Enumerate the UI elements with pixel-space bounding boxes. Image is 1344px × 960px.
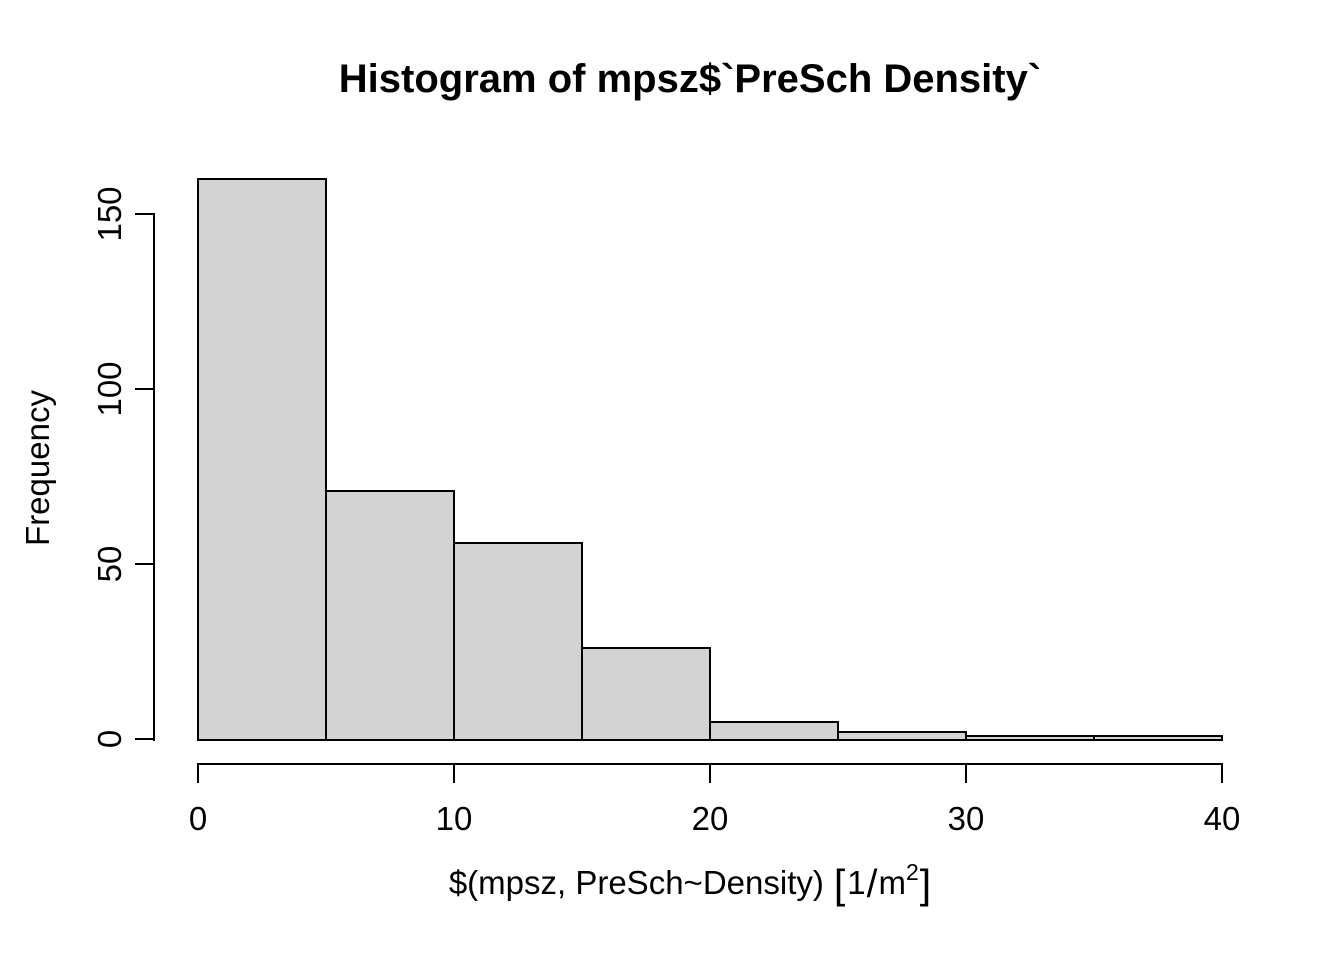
- x-tick: [709, 765, 711, 783]
- y-tick: [135, 213, 154, 215]
- x-axis-unit-slash: /: [866, 863, 878, 906]
- histogram-bar: [325, 489, 455, 741]
- x-axis-unit-close-bracket: ]: [919, 861, 932, 907]
- y-tick-label: 150: [91, 186, 128, 242]
- x-tick-label: 0: [188, 800, 208, 837]
- y-axis-title: Frequency: [19, 390, 56, 546]
- y-tick-label: 50: [91, 545, 128, 583]
- y-tick: [135, 388, 154, 390]
- x-tick: [453, 765, 455, 783]
- x-axis-line: [197, 763, 1223, 765]
- y-tick: [135, 563, 154, 565]
- x-tick-label: 10: [435, 800, 473, 837]
- y-axis-line: [153, 213, 155, 741]
- histogram-bar: [709, 720, 839, 741]
- x-axis-title-prefix: $(mpsz, PreSch~Density): [448, 864, 824, 901]
- y-tick-label: 100: [91, 361, 128, 417]
- histogram-bar: [965, 734, 1095, 741]
- histogram-bar: [1093, 734, 1223, 741]
- histogram-bar: [453, 542, 583, 741]
- x-axis-unit-symbol: m: [878, 864, 906, 901]
- x-tick: [1221, 765, 1223, 783]
- x-axis-unit-open-bracket: [: [833, 861, 846, 907]
- histogram-bar: [197, 178, 327, 741]
- histogram-bar: [581, 647, 711, 741]
- x-axis-unit-exponent: 2: [905, 859, 919, 885]
- x-tick: [197, 765, 199, 783]
- x-tick-label: 40: [1203, 800, 1241, 837]
- x-axis-unit-numerator: 1: [847, 864, 866, 901]
- x-tick-label: 20: [691, 800, 729, 837]
- x-tick-label: 30: [947, 800, 985, 837]
- x-axis-title: $(mpsz, PreSch~Density) [1/m2]: [178, 861, 1202, 907]
- x-tick: [965, 765, 967, 783]
- chart-title: Histogram of mpsz$`PreSch Density`: [338, 57, 1042, 101]
- y-tick: [135, 738, 154, 740]
- histogram-bar: [837, 731, 967, 741]
- y-tick-label: 0: [91, 729, 128, 749]
